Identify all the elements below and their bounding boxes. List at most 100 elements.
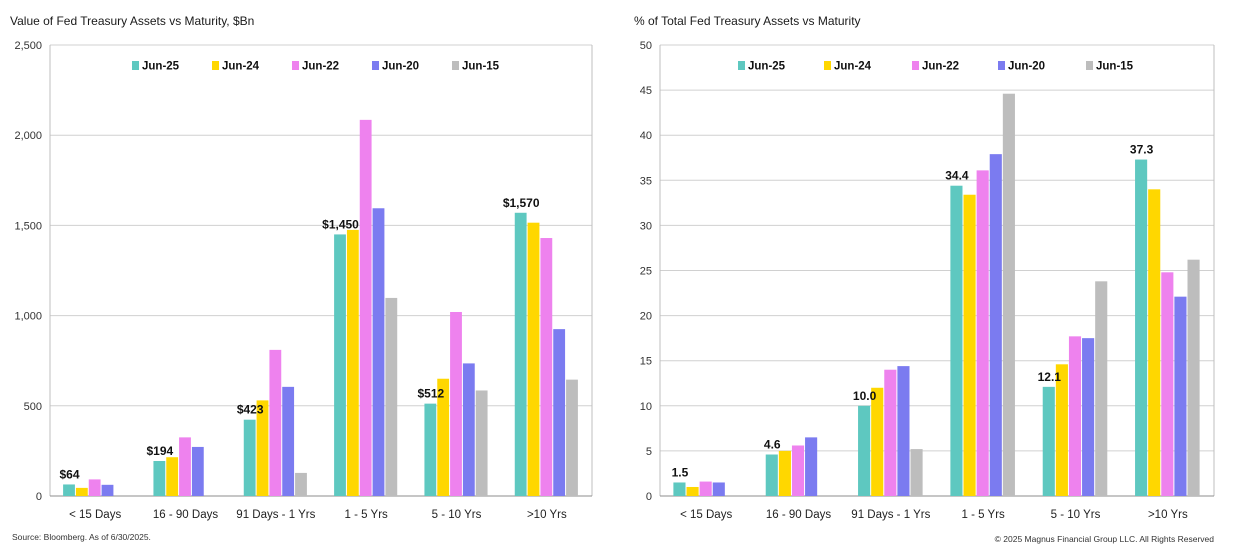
c2-bar-jun-24 — [963, 194, 976, 496]
c2-bar-jun-24 — [778, 450, 791, 496]
c2-data-label: 10.0 — [853, 389, 877, 403]
c1-bar-jun-25 — [63, 484, 75, 496]
c1-legend-swatch — [292, 61, 299, 70]
c2-data-label: 1.5 — [672, 465, 689, 479]
c2-y-tick-label: 40 — [640, 130, 652, 142]
c2-bar-jun-20 — [712, 482, 725, 496]
c1-y-tick-label: 2,000 — [14, 130, 42, 142]
c1-category-label: >10 Yrs — [527, 509, 567, 521]
c1-bar-jun-22 — [359, 119, 372, 496]
c1-legend-swatch — [372, 61, 379, 70]
c1-data-label: $1,570 — [503, 196, 540, 210]
c2-legend-label: Jun-20 — [1008, 61, 1045, 73]
right-chart: 0 5 10 15 20 25 30 35 40 45 50 1.5 < 15 Days 4.6 16 - … — [640, 40, 1215, 521]
c1-category-label: 1 - 5 Yrs — [345, 509, 388, 521]
c1-legend-swatch — [452, 61, 459, 70]
c1-legend-label: Jun-15 — [462, 61, 500, 73]
c2-y-tick-label: 5 — [646, 446, 652, 458]
c2-bar-jun-20 — [989, 154, 1002, 496]
c1-bar-jun-22 — [269, 349, 282, 496]
c2-data-label: 4.6 — [764, 438, 781, 452]
c2-bar-jun-25 — [765, 454, 778, 496]
c1-bar-jun-20 — [101, 484, 114, 496]
c1-bar-jun-22 — [540, 238, 553, 496]
c1-bar-jun-20 — [282, 386, 295, 496]
c1-y-tick-label: 1,500 — [14, 220, 42, 232]
c1-bar-jun-24 — [346, 229, 359, 496]
c2-y-tick-label: 30 — [640, 220, 652, 232]
c1-bar-jun-25 — [153, 461, 166, 496]
c1-legend-swatch — [132, 61, 139, 70]
c2-bar-jun-25 — [950, 185, 963, 496]
c2-bar-jun-22 — [791, 445, 805, 496]
c1-bar-jun-24 — [256, 400, 269, 496]
c2-bar-jun-22 — [976, 170, 989, 497]
c1-bar-jun-22 — [179, 437, 191, 496]
c1-category-label: < 15 Days — [69, 509, 121, 521]
c2-bar-jun-25 — [673, 482, 686, 496]
c1-bar-jun-15 — [295, 472, 307, 496]
c2-y-tick-label: 15 — [640, 356, 652, 368]
c2-bar-jun-25 — [858, 405, 871, 496]
left-chart-title: Value of Fed Treasury Assets vs Maturity… — [10, 14, 255, 28]
c1-bar-jun-24 — [437, 378, 450, 496]
c1-data-label: $512 — [417, 387, 444, 401]
c1-data-label: $194 — [146, 444, 173, 458]
c2-bar-jun-15 — [1002, 93, 1015, 496]
c2-bar-jun-20 — [1082, 338, 1095, 496]
c2-bar-jun-22 — [884, 369, 897, 496]
c2-y-tick-label: 20 — [640, 311, 652, 323]
c2-bar-jun-15 — [1095, 281, 1108, 496]
c1-bar-jun-24 — [166, 457, 179, 496]
c1-legend-label: Jun-25 — [142, 61, 180, 73]
c2-legend-label: Jun-22 — [922, 61, 959, 73]
c2-y-tick-label: 25 — [640, 266, 652, 278]
c2-bar-jun-24 — [871, 387, 884, 496]
c1-data-label: $1,450 — [322, 217, 359, 231]
c1-bar-jun-24 — [527, 222, 540, 496]
c1-legend-label: Jun-20 — [382, 61, 419, 73]
c1-bar-jun-25 — [514, 212, 527, 496]
c2-bar-jun-22 — [1068, 336, 1082, 496]
c1-bar-jun-20 — [191, 446, 204, 496]
c1-y-tick-label: 2,500 — [14, 40, 42, 52]
c1-legend-label: Jun-22 — [302, 61, 339, 73]
c1-bar-jun-15 — [475, 390, 488, 496]
c1-data-label: $423 — [237, 403, 264, 417]
c1-bar-jun-15 — [385, 297, 398, 496]
c2-category-label: 91 Days - 1 Yrs — [851, 509, 930, 521]
c2-legend-label: Jun-24 — [834, 61, 872, 73]
c2-data-label: 37.3 — [1130, 143, 1154, 157]
c2-bar-jun-25 — [1042, 386, 1055, 496]
c2-category-label: >10 Yrs — [1148, 509, 1188, 521]
c2-bar-jun-24 — [1148, 189, 1161, 496]
c2-y-tick-label: 50 — [640, 40, 652, 52]
right-chart-title: % of Total Fed Treasury Assets vs Maturi… — [634, 14, 861, 28]
c1-bar-jun-24 — [75, 487, 88, 496]
c1-category-label: 16 - 90 Days — [153, 509, 218, 521]
c1-legend-label: Jun-24 — [222, 61, 260, 73]
c2-category-label: 1 - 5 Yrs — [962, 509, 1005, 521]
c1-bar-jun-25 — [243, 419, 256, 496]
c1-bar-jun-20 — [462, 363, 475, 496]
c2-y-tick-label: 35 — [640, 175, 652, 187]
c1-category-label: 91 Days - 1 Yrs — [236, 509, 315, 521]
c1-bar-jun-15 — [566, 379, 578, 496]
c2-bar-jun-20 — [1174, 296, 1187, 496]
c2-bar-jun-15 — [1187, 259, 1200, 496]
c1-bar-jun-22 — [88, 479, 101, 496]
c2-y-tick-label: 0 — [646, 491, 652, 503]
c2-bar-jun-22 — [1161, 272, 1174, 496]
c1-y-tick-label: 1,000 — [14, 311, 42, 323]
left-chart: 0 500 1,000 1,500 2,000 2,500 $64 < 15 Days $194… — [14, 40, 593, 521]
c2-legend-swatch — [738, 61, 745, 70]
c2-bar-jun-15 — [910, 449, 923, 496]
c2-bar-jun-25 — [1135, 159, 1148, 496]
c2-category-label: 16 - 90 Days — [766, 509, 831, 521]
c2-legend-swatch — [912, 61, 919, 70]
c1-category-label: 5 - 10 Yrs — [432, 509, 482, 521]
c1-y-tick-label: 500 — [24, 401, 42, 413]
c2-data-label: 12.1 — [1038, 370, 1062, 384]
c2-category-label: < 15 Days — [680, 509, 732, 521]
c2-bar-jun-20 — [897, 366, 910, 496]
